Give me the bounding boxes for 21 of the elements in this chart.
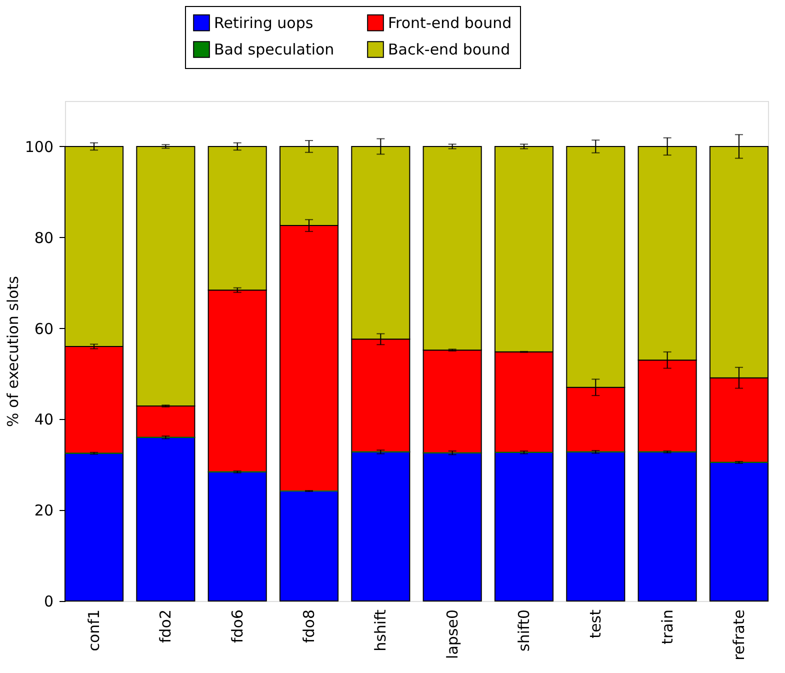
- x-tick-label: train: [658, 610, 676, 644]
- x-tick-label: fdo2: [156, 610, 175, 644]
- x-tick-label: conf1: [85, 610, 104, 652]
- x-tick-label: test: [586, 609, 605, 638]
- y-tick-label: 40: [34, 410, 54, 429]
- legend-label: Bad speculation: [214, 40, 334, 58]
- legend-label: Retiring uops: [214, 14, 314, 32]
- y-tick-label: 0: [44, 592, 54, 610]
- x-tick-label: refrate: [730, 610, 748, 660]
- y-tick-label: 20: [34, 502, 54, 520]
- legend-label: Back-end bound: [388, 40, 510, 58]
- y-axis-title: % of execution slots: [4, 276, 22, 427]
- x-tick-label: fdo8: [300, 610, 318, 644]
- x-tick-label: shift0: [514, 610, 533, 652]
- x-tick-label: lapse0: [443, 610, 462, 659]
- legend-label: Front-end bound: [388, 14, 512, 32]
- y-tick-label: 100: [24, 138, 54, 156]
- x-tick-label: hshift: [372, 609, 390, 652]
- x-tick-label: fdo6: [228, 610, 246, 644]
- y-tick-label: 60: [34, 320, 54, 338]
- y-tick-label: 80: [34, 228, 54, 247]
